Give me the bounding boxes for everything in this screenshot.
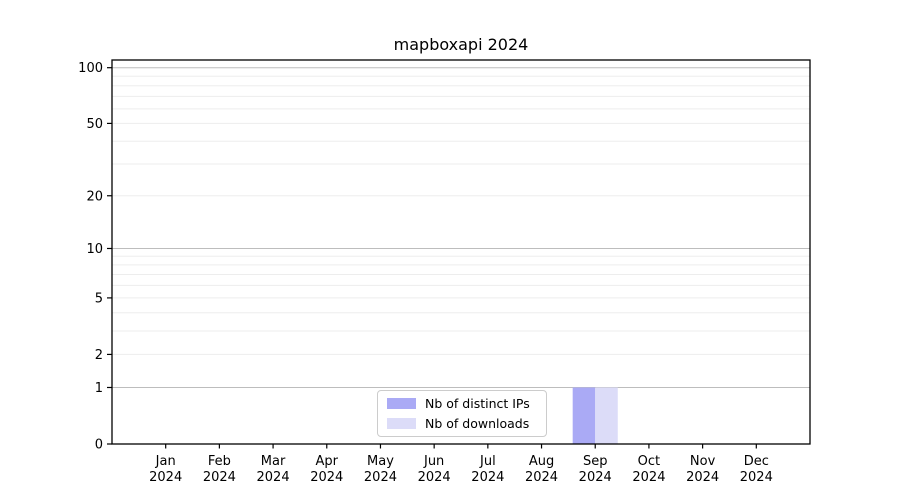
y-tick-label: 2 (95, 348, 103, 363)
legend-item: Nb of distinct IPs (387, 396, 537, 411)
legend-swatch-distinct-ips (387, 398, 416, 409)
legend-item: Nb of downloads (387, 416, 537, 431)
x-tick-label-year: 2024 (686, 470, 719, 485)
x-tick-label-year: 2024 (525, 470, 558, 485)
x-tick-label-month: Nov (690, 454, 716, 469)
bar-downloads (595, 387, 618, 444)
y-tick-label: 50 (86, 117, 103, 132)
x-tick-label-year: 2024 (257, 470, 290, 485)
x-tick-label-month: May (367, 454, 394, 469)
y-tick-label: 1 (95, 381, 103, 396)
legend: Nb of distinct IPs Nb of downloads (377, 390, 547, 437)
x-tick-label-year: 2024 (418, 470, 451, 485)
x-tick-label-year: 2024 (149, 470, 182, 485)
y-tick-label: 10 (86, 242, 103, 257)
x-tick-label-month: Mar (261, 454, 286, 469)
x-tick-label-month: Aug (529, 454, 554, 469)
x-tick-label-month: Jun (423, 454, 444, 469)
x-tick-label-month: Dec (744, 454, 769, 469)
legend-label-downloads: Nb of downloads (425, 416, 530, 431)
x-tick-label-month: Oct (638, 454, 660, 469)
plot-border (111, 59, 811, 445)
x-tick-label-year: 2024 (364, 470, 397, 485)
y-tick-label: 20 (86, 189, 103, 204)
chart-title: mapboxapi 2024 (393, 35, 529, 54)
x-tick-label-year: 2024 (740, 470, 773, 485)
x-tick-label-year: 2024 (632, 470, 665, 485)
bar-distinct_ips (572, 387, 596, 444)
legend-swatch-downloads (387, 418, 416, 429)
x-tick-label-year: 2024 (579, 470, 612, 485)
x-tick-label-month: Jul (479, 454, 496, 469)
y-tick-label: 100 (78, 61, 103, 76)
x-tick-label-month: Jan (155, 454, 176, 469)
x-tick-label-year: 2024 (310, 470, 343, 485)
x-tick-label-month: Sep (583, 454, 608, 469)
x-tick-label-year: 2024 (471, 470, 504, 485)
y-tick-label: 5 (95, 291, 103, 306)
legend-label-distinct-ips: Nb of distinct IPs (425, 396, 530, 411)
x-tick-label-month: Apr (316, 454, 339, 469)
x-tick-label-year: 2024 (203, 470, 236, 485)
y-tick-label: 0 (95, 438, 103, 453)
x-tick-label-month: Feb (208, 454, 231, 469)
